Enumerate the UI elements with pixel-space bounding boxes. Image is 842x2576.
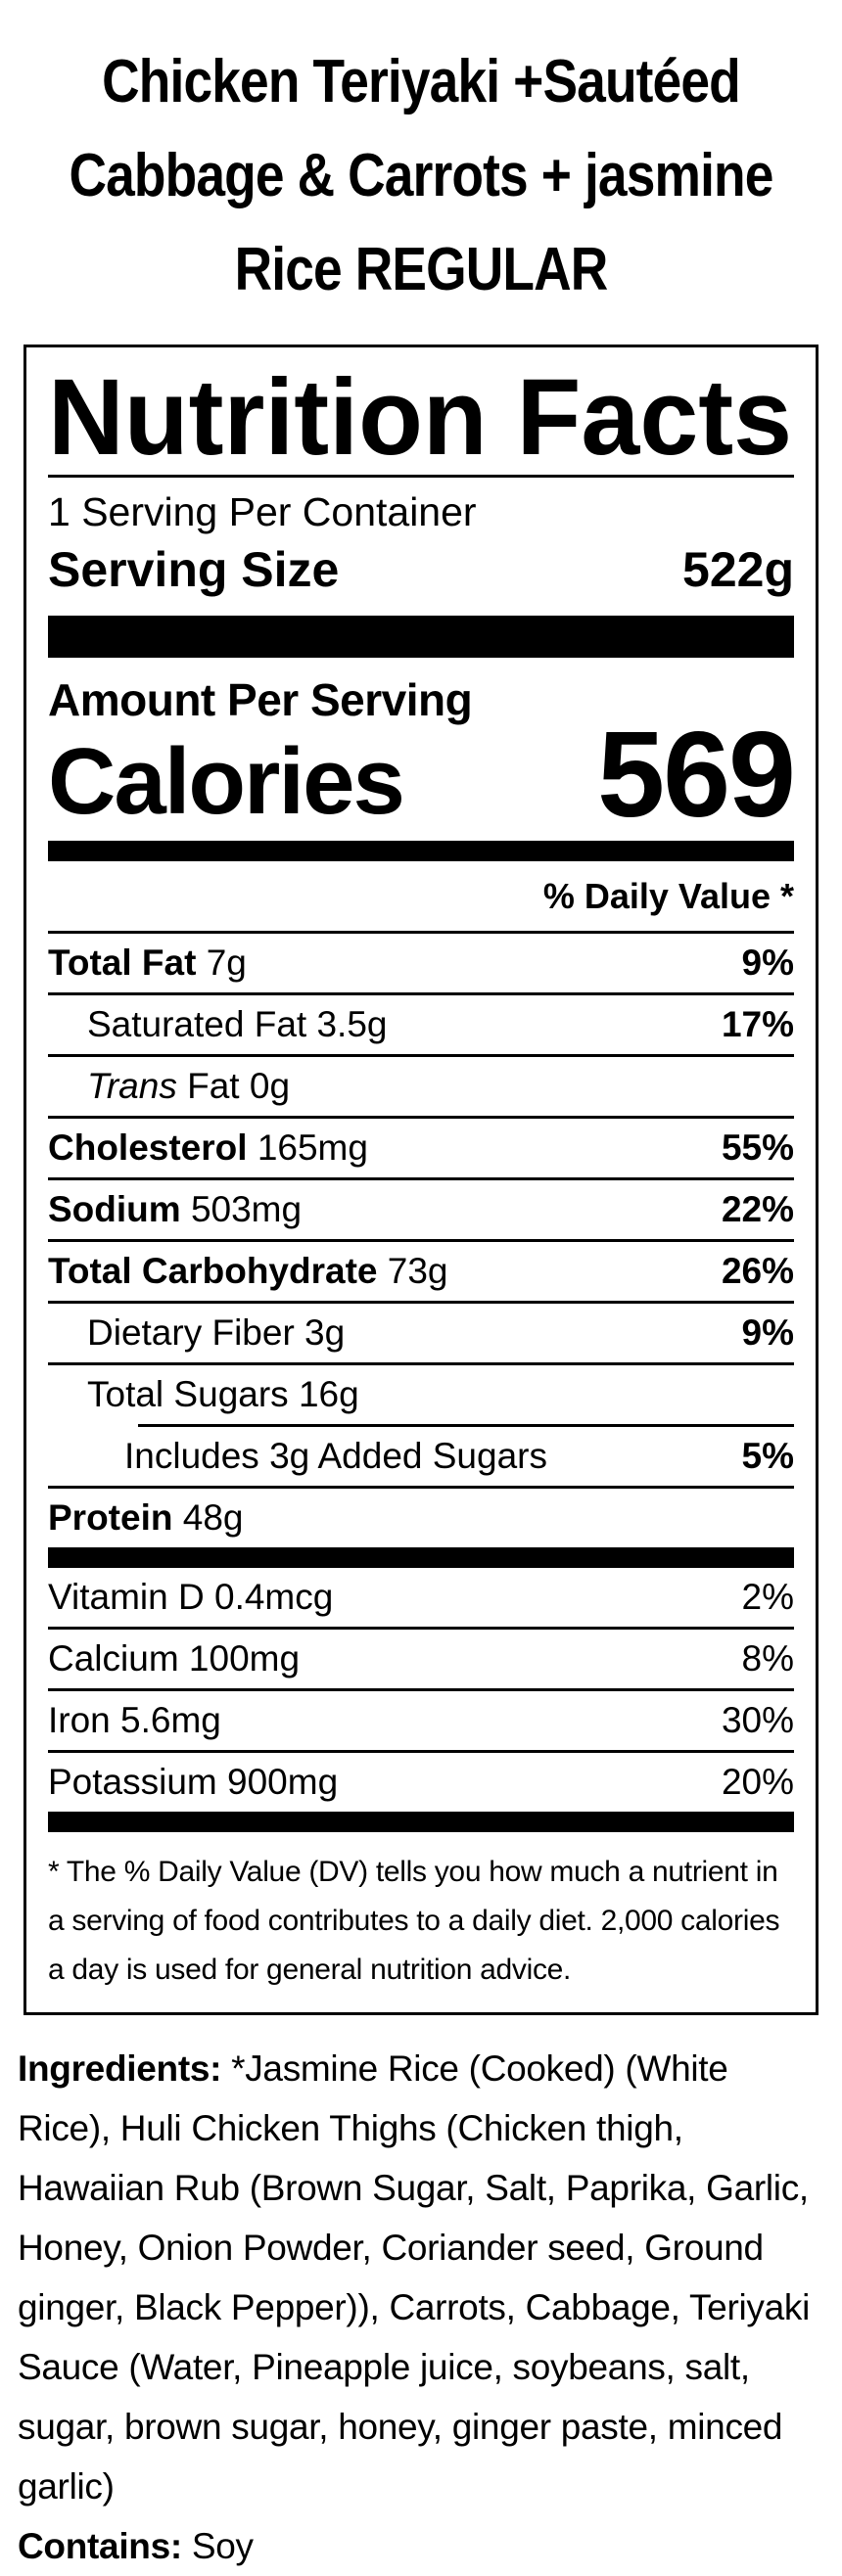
row-total-fat: Total Fat 7g 9% [48, 934, 794, 992]
heading-rule [48, 475, 794, 478]
nutrient-dv: 9% [741, 943, 794, 984]
servings-per-container: 1 Serving Per Container [48, 489, 477, 534]
row-separator-indented [138, 1424, 794, 1428]
nutrition-facts-label: Nutrition Facts 1 Serving Per Container … [23, 345, 819, 2016]
row-total-sugars: Total Sugars 16g [48, 1365, 794, 1424]
serving-size-label: Serving Size [48, 542, 340, 597]
row-added-sugars: Includes 3g Added Sugars 5% [48, 1427, 794, 1486]
row-separator [48, 1301, 794, 1305]
row-sodium: Sodium 503mg 22% [48, 1180, 794, 1239]
row-protein: Protein 48g [48, 1489, 794, 1547]
ingredients-label: Ingredients: [18, 2048, 222, 2090]
row-total-carbohydrate: Total Carbohydrate 73g 26% [48, 1242, 794, 1301]
contains-label: Contains: [18, 2526, 182, 2567]
nutrient-amount: Potassium 900mg [48, 1762, 339, 1803]
nutrient-dv: 5% [741, 1436, 794, 1477]
row-potassium: Potassium 900mg 20% [48, 1753, 794, 1812]
nutrient-amount: Fat 0g [176, 1066, 291, 1107]
nutrient-name: Total Fat [48, 943, 197, 984]
nutrient-amount: Dietary Fiber 3g [87, 1312, 346, 1354]
nutrient-amount: Saturated Fat 3.5g [87, 1004, 388, 1045]
nutrient-amount: 503mg [180, 1189, 303, 1230]
nutrition-facts-heading-text: Nutrition Facts [48, 357, 792, 475]
daily-value-header: % Daily Value * [542, 876, 794, 917]
daily-value-rule [48, 931, 794, 935]
ingredients-text: Ingredients: *Jasmine Rice (Cooked) (Whi… [18, 2039, 824, 2516]
product-title-line-2: Cabbage & Carrots + jasmine [69, 142, 773, 209]
nutrient-amount: Total Sugars 16g [87, 1374, 359, 1415]
medium-divider-bar [48, 841, 794, 862]
medium-divider-bar [48, 1547, 794, 1569]
product-title-line-1: Chicken Teriyaki +Sautéed [102, 48, 741, 115]
medium-divider-bar [48, 1812, 794, 1833]
row-separator [48, 1688, 794, 1692]
nutrient-dv: 20% [721, 1762, 794, 1803]
row-saturated-fat: Saturated Fat 3.5g 17% [48, 995, 794, 1054]
nutrient-name: Protein [48, 1497, 173, 1539]
product-title: Chicken Teriyaki +Sautéed Cabbage & Carr… [0, 0, 842, 317]
row-dietary-fiber: Dietary Fiber 3g 9% [48, 1304, 794, 1362]
calories-label: Calories [48, 729, 405, 835]
serving-size-value: 522g [682, 542, 794, 597]
nutrient-amount: Includes 3g Added Sugars [124, 1436, 547, 1477]
row-separator [48, 1054, 794, 1058]
nutrient-amount: 48g [172, 1497, 244, 1539]
nutrient-name: Total Carbohydrate [48, 1251, 378, 1292]
ingredients-section: Ingredients: *Jasmine Rice (Cooked) (Whi… [18, 2039, 824, 2576]
nutrient-dv: 9% [741, 1312, 794, 1354]
row-vitamin-d: Vitamin D 0.4mcg 2% [48, 1568, 794, 1627]
contains-value: Soy [181, 2526, 254, 2567]
nutrient-amount: Calcium 100mg [48, 1638, 301, 1679]
nutrient-dv: 55% [721, 1127, 794, 1169]
nutrient-amount: 7g [196, 943, 247, 984]
nutrient-name: Sodium [48, 1189, 181, 1230]
nutrient-amount: 165mg [247, 1127, 368, 1169]
nutrient-amount: Iron 5.6mg [48, 1700, 221, 1741]
serving-size-row: Serving Size 522g [48, 537, 794, 606]
row-trans-fat: Trans Fat 0g [48, 1057, 794, 1116]
calories-row: Calories 569 [48, 708, 796, 843]
ingredients-list: *Jasmine Rice (Cooked) (White Rice), Hul… [18, 2048, 810, 2507]
nutrient-name: Cholesterol [48, 1127, 248, 1169]
nutrient-dv: 17% [721, 1004, 794, 1045]
nutrient-amount: Vitamin D 0.4mcg [48, 1577, 334, 1618]
nutrient-dv: 8% [741, 1638, 794, 1679]
nutrient-dv: 22% [721, 1189, 794, 1230]
nutrient-dv: 30% [721, 1700, 794, 1741]
product-title-line-3: Rice REGULAR [234, 236, 609, 303]
calories-value: 569 [597, 708, 796, 843]
row-separator [48, 992, 794, 996]
nutrient-dv: 2% [741, 1577, 794, 1618]
row-separator [48, 1750, 794, 1754]
row-separator [48, 1627, 794, 1631]
row-calcium: Calcium 100mg 8% [48, 1630, 794, 1688]
nutrition-facts-heading: Nutrition Facts [48, 355, 794, 475]
nutrient-amount: 73g [377, 1251, 448, 1292]
nutrient-name: Trans [87, 1066, 177, 1107]
row-cholesterol: Cholesterol 165mg 55% [48, 1119, 794, 1177]
row-separator [48, 1177, 794, 1181]
row-separator [48, 1116, 794, 1120]
row-separator [48, 1362, 794, 1366]
row-separator [48, 1239, 794, 1243]
nutrient-dv: 26% [721, 1251, 794, 1292]
row-separator [48, 1486, 794, 1490]
thick-divider-bar [48, 616, 794, 658]
daily-value-footnote: * The % Daily Value (DV) tells you how m… [48, 1856, 780, 1987]
row-iron: Iron 5.6mg 30% [48, 1691, 794, 1750]
contains-text: Contains: Soy [18, 2516, 824, 2576]
amount-per-serving-label: Amount Per Serving [48, 674, 473, 725]
